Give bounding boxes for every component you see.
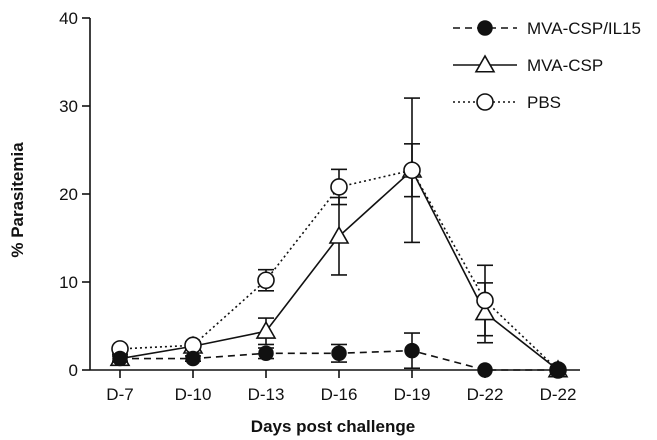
data-point	[331, 345, 347, 362]
data-point	[257, 271, 275, 290]
data-point	[258, 345, 274, 362]
x-tick-label: D-19	[394, 385, 431, 404]
x-axis-title: Days post challenge	[251, 417, 415, 436]
data-point	[477, 362, 493, 378]
data-point	[330, 178, 348, 196]
data-point	[474, 302, 496, 321]
data-point	[255, 320, 277, 339]
data-point	[185, 350, 201, 367]
data-point	[403, 161, 421, 180]
series-pbs	[112, 143, 559, 371]
legend-label: MVA-CSP	[527, 56, 603, 75]
y-tick-label: 20	[59, 185, 78, 204]
data-point	[328, 225, 350, 244]
y-tick-label: 0	[69, 361, 78, 380]
y-tick-label: 30	[59, 97, 78, 116]
y-tick-label: 10	[59, 273, 78, 292]
data-point	[112, 350, 128, 367]
data-point	[404, 342, 420, 359]
x-tick-label: D-16	[321, 385, 358, 404]
legend-item: PBS	[453, 93, 561, 112]
x-tick-label: D-22	[467, 385, 504, 404]
x-tick-label: D-13	[248, 385, 285, 404]
legend-marker	[474, 54, 496, 73]
y-tick-label: 40	[59, 9, 78, 28]
legend-item: MVA-CSP/IL15	[453, 19, 641, 38]
data-point	[550, 362, 566, 378]
x-tick-label: D-22	[540, 385, 577, 404]
legend-label: PBS	[527, 93, 561, 112]
legend-marker	[476, 93, 494, 111]
legend-label: MVA-CSP/IL15	[527, 19, 641, 38]
x-tick-label: D-7	[106, 385, 133, 404]
data-point	[476, 291, 494, 310]
series-markers	[112, 342, 566, 378]
x-tick-label: D-10	[175, 385, 212, 404]
legend-item: MVA-CSP	[453, 54, 603, 75]
y-axis-title: % Parasitemia	[8, 142, 27, 258]
legend-marker	[477, 20, 493, 36]
